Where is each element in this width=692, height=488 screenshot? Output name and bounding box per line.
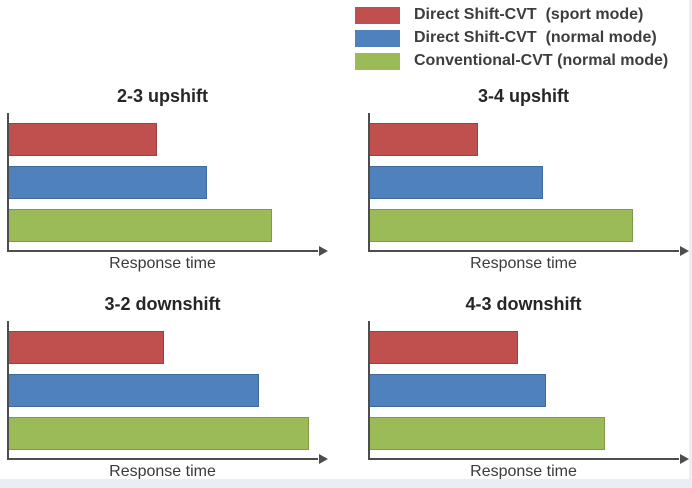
bar-direct-shift-cvt-sport bbox=[9, 331, 164, 364]
plot-area bbox=[7, 321, 328, 464]
plot-area bbox=[7, 113, 328, 256]
screenshot-bottom-edge bbox=[0, 479, 692, 488]
x-axis-arrowhead-icon bbox=[680, 454, 689, 464]
red-swatch-icon bbox=[355, 6, 400, 24]
green-swatch-icon bbox=[355, 52, 400, 70]
bar-conventional-cvt-normal bbox=[9, 209, 272, 242]
chart-title: 4-3 downshift bbox=[465, 294, 582, 314]
chart-panel-3-4-upshift: 3-4 upshift Response time bbox=[368, 84, 689, 273]
x-axis-arrowhead-icon bbox=[319, 246, 328, 256]
bar-conventional-cvt-normal bbox=[370, 417, 605, 450]
bar-direct-shift-cvt-normal bbox=[9, 166, 207, 199]
x-axis-arrowhead-icon bbox=[319, 454, 328, 464]
bar-direct-shift-cvt-sport bbox=[370, 123, 479, 156]
x-axis-label: Response time bbox=[109, 463, 216, 480]
legend-label: Direct Shift-CVT (sport mode) bbox=[414, 6, 644, 23]
bar-direct-shift-cvt-sport bbox=[9, 123, 158, 156]
x-axis-label: Response time bbox=[109, 255, 216, 272]
bar-direct-shift-cvt-normal bbox=[370, 374, 547, 407]
legend-item-normal: Direct Shift-CVT (normal mode) bbox=[355, 29, 668, 47]
chart-title: 3-2 downshift bbox=[104, 294, 221, 314]
bar-conventional-cvt-normal bbox=[370, 209, 633, 242]
bar-direct-shift-cvt-normal bbox=[370, 166, 544, 199]
chart-title: 3-4 upshift bbox=[477, 86, 569, 106]
plot-area bbox=[368, 113, 689, 256]
blue-swatch-icon bbox=[355, 29, 400, 47]
chart-panel-2-3-upshift: 2-3 upshift Response time bbox=[7, 84, 328, 273]
legend-label: Direct Shift-CVT (normal mode) bbox=[414, 29, 657, 46]
x-axis-label: Response time bbox=[470, 463, 577, 480]
legend-item-sport: Direct Shift-CVT (sport mode) bbox=[355, 6, 668, 24]
bar-conventional-cvt-normal bbox=[9, 417, 309, 450]
legend-label: Conventional-CVT (normal mode) bbox=[414, 52, 669, 69]
legend: Direct Shift-CVT (sport mode) Direct Shi… bbox=[355, 6, 668, 70]
bar-direct-shift-cvt-sport bbox=[370, 331, 519, 364]
chart-title: 2-3 upshift bbox=[116, 86, 208, 106]
screenshot-right-edge bbox=[689, 0, 692, 488]
x-axis-arrowhead-icon bbox=[680, 246, 689, 256]
chart-panel-4-3-downshift: 4-3 downshift Response time bbox=[368, 292, 689, 481]
plot-area bbox=[368, 321, 689, 464]
legend-item-conventional: Conventional-CVT (normal mode) bbox=[355, 52, 668, 70]
x-axis-label: Response time bbox=[470, 255, 577, 272]
chart-panel-3-2-downshift: 3-2 downshift Response time bbox=[7, 292, 328, 481]
bar-direct-shift-cvt-normal bbox=[9, 374, 260, 407]
